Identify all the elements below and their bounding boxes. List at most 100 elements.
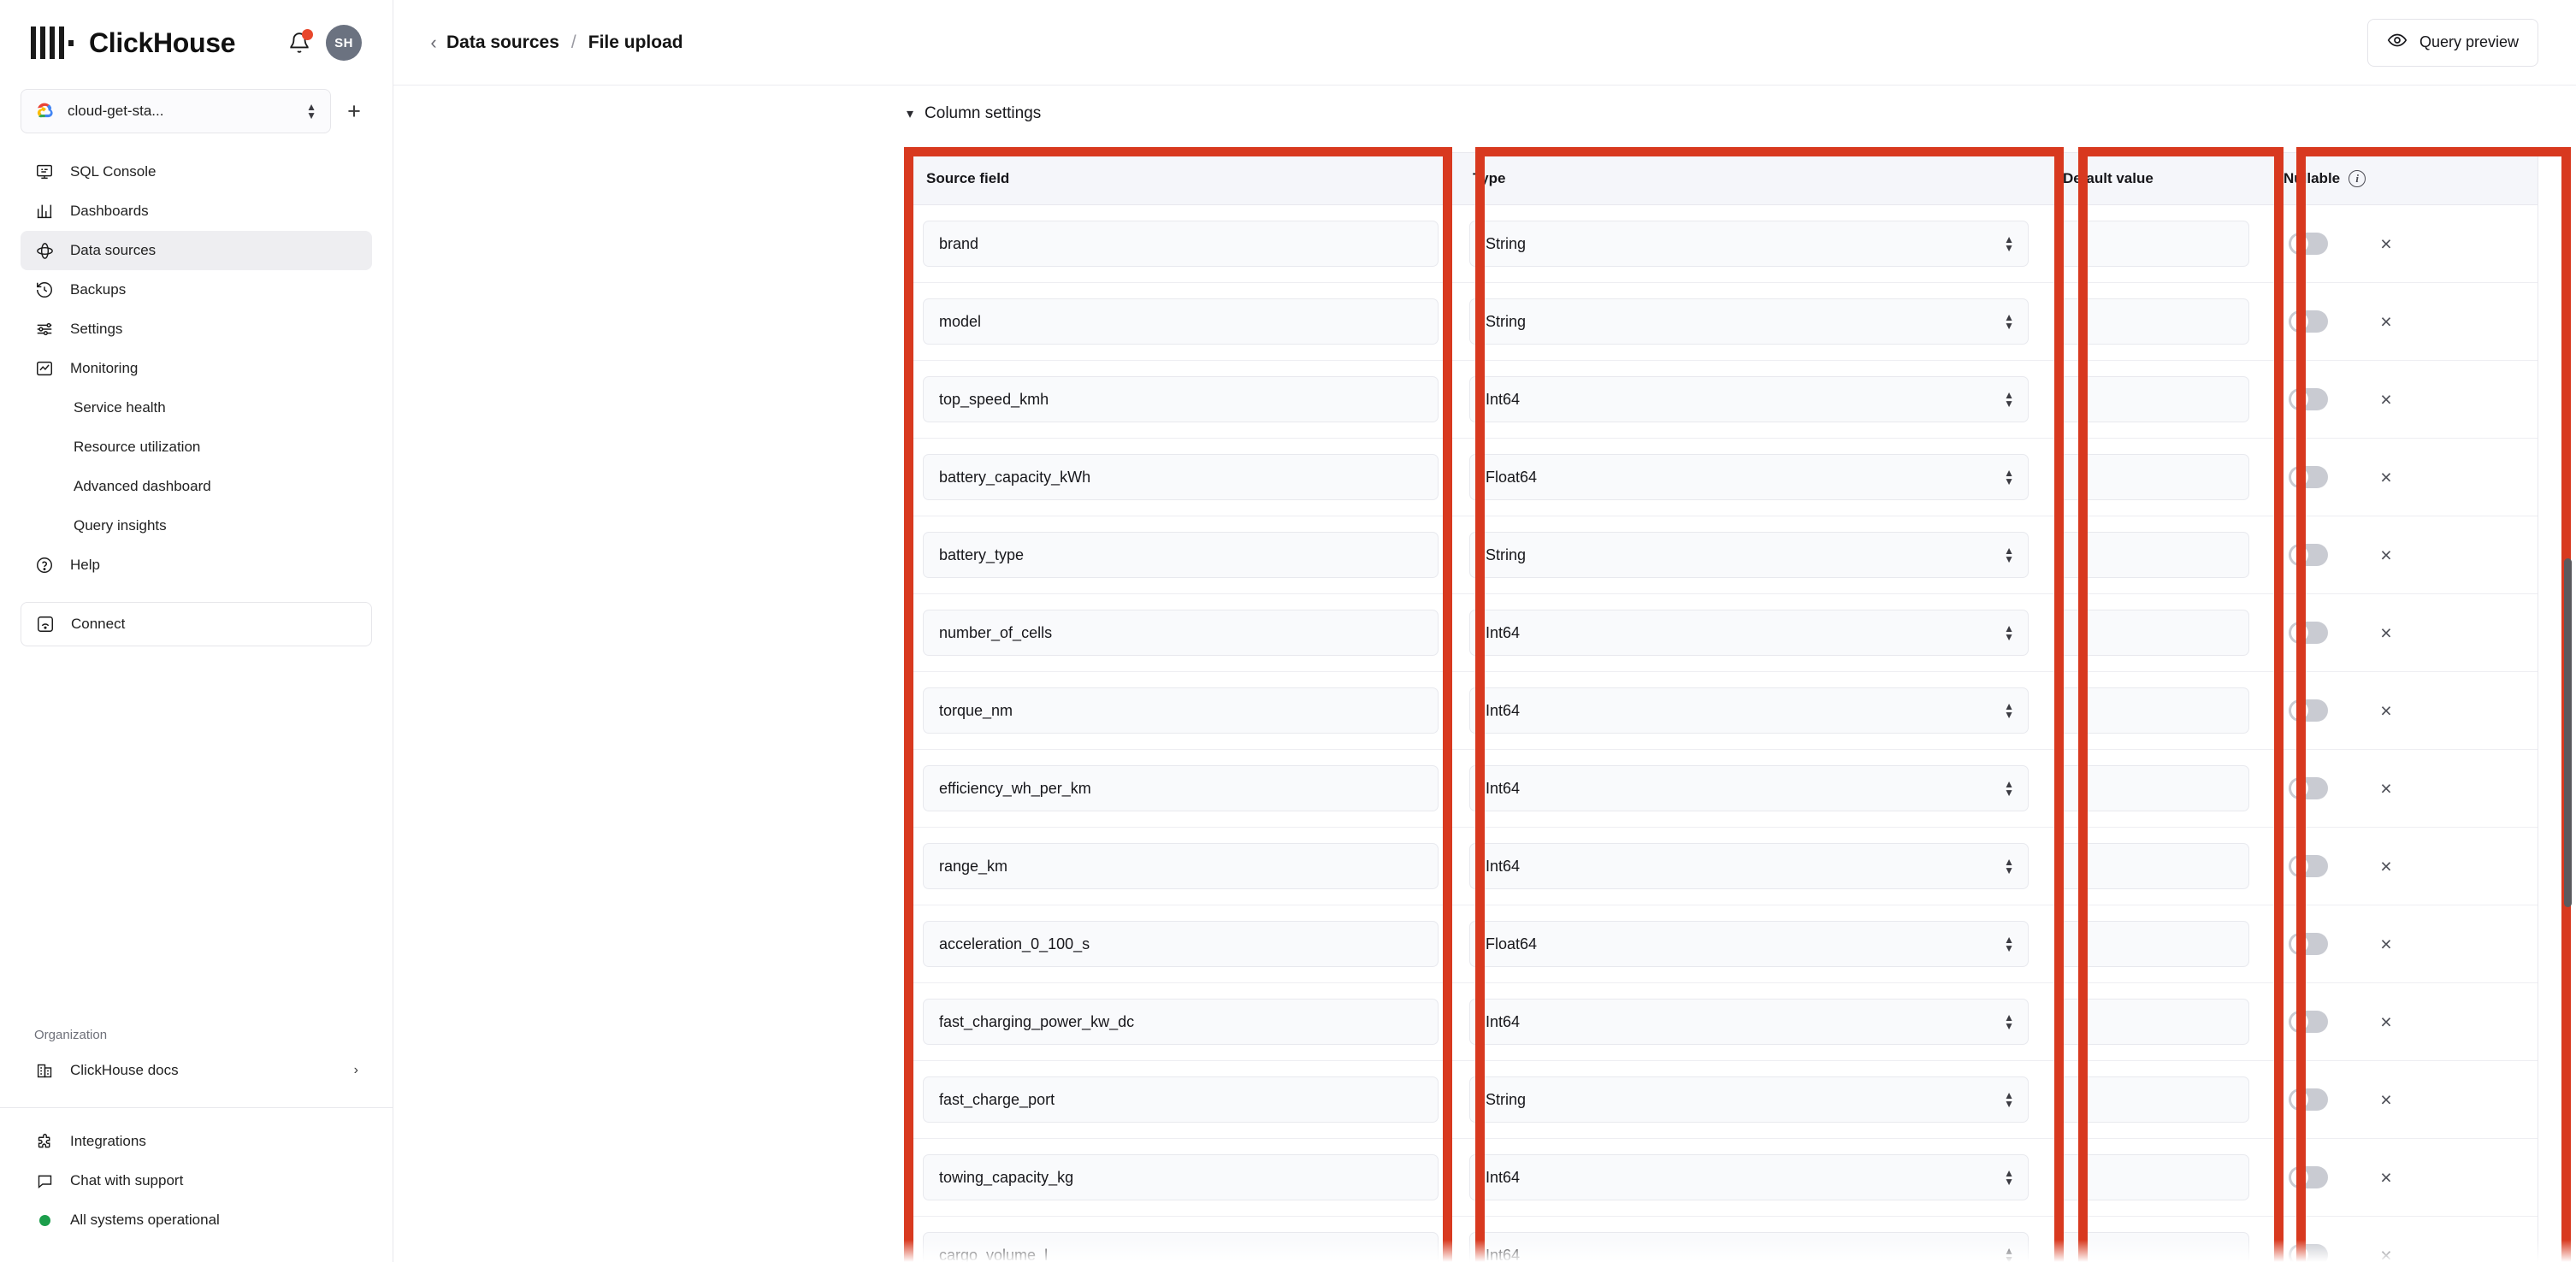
default-value-input[interactable] (2059, 532, 2249, 578)
sidebar-item-dashboards[interactable]: Dashboards (21, 192, 372, 231)
source-field-input[interactable]: acceleration_0_100_s (923, 921, 1439, 967)
delete-row-button[interactable]: × (2380, 776, 2392, 799)
query-preview-button[interactable]: Query preview (2366, 18, 2538, 67)
sidebar-item-monitoring[interactable]: Monitoring (21, 349, 372, 388)
delete-row-button[interactable]: × (2380, 232, 2392, 255)
type-select[interactable]: Int64 ▲▼ (1469, 765, 2029, 811)
type-select[interactable]: Int64 ▲▼ (1469, 999, 2029, 1045)
sidebar-item-advanced-dashboard[interactable]: Advanced dashboard (21, 467, 372, 506)
type-value: String (1486, 312, 1527, 330)
sidebar-item-system-status[interactable]: All systems operational (21, 1200, 372, 1240)
nullable-toggle[interactable] (2289, 777, 2328, 799)
info-icon[interactable]: i (2349, 170, 2366, 187)
sidebar-item-backups[interactable]: Backups (21, 270, 372, 310)
sidebar-item-sql-console[interactable]: SQL Console (21, 152, 372, 192)
sidebar-item-settings[interactable]: Settings (21, 310, 372, 349)
default-value-input[interactable] (2059, 765, 2249, 811)
nullable-toggle[interactable] (2289, 310, 2328, 333)
column-header-nullable: Nullable i (2265, 152, 2538, 205)
source-field-input[interactable]: brand (923, 221, 1439, 267)
back-chevron-icon[interactable]: ‹ (430, 31, 437, 53)
notifications-bell-icon[interactable] (285, 28, 314, 57)
type-select[interactable]: Int64 ▲▼ (1469, 843, 2029, 889)
avatar[interactable]: SH (326, 25, 362, 61)
default-value-input[interactable] (2059, 843, 2249, 889)
connect-button[interactable]: Connect (21, 602, 372, 646)
page-scrollbar[interactable] (2561, 171, 2576, 1262)
type-select[interactable]: Float64 ▲ ▼ (1469, 921, 2029, 967)
type-value: String (1486, 1090, 1527, 1108)
service-row: cloud-get-sta... ▲ ▼ + (0, 89, 393, 133)
type-select[interactable]: String ▲ ▼ (1469, 298, 2029, 345)
source-field-input[interactable]: number_of_cells (923, 610, 1439, 656)
source-field-input[interactable]: battery_capacity_kWh (923, 454, 1439, 500)
column-settings-section-header[interactable]: ▾ Column settings (393, 86, 2576, 123)
default-value-input[interactable] (2059, 1076, 2249, 1123)
sidebar-item-clickhouse-docs[interactable]: ClickHouse docs › (21, 1051, 372, 1090)
sidebar-item-chat-with-support[interactable]: Chat with support (21, 1161, 372, 1200)
source-field-input[interactable]: efficiency_wh_per_km (923, 765, 1439, 811)
delete-row-button[interactable]: × (2380, 310, 2392, 333)
type-select[interactable]: Int64 ▲▼ (1469, 610, 2029, 656)
delete-row-button[interactable]: × (2380, 621, 2392, 644)
type-select[interactable]: Float64 ▲ ▼ (1469, 454, 2029, 500)
source-field-input[interactable]: fast_charging_power_kw_dc (923, 999, 1439, 1045)
default-value-input[interactable] (2059, 376, 2249, 422)
service-picker[interactable]: cloud-get-sta... ▲ ▼ (21, 89, 331, 133)
add-service-button[interactable]: + (347, 97, 361, 124)
source-field-input[interactable]: torque_nm (923, 687, 1439, 734)
delete-row-button[interactable]: × (2380, 387, 2392, 410)
delete-row-button[interactable]: × (2380, 699, 2392, 722)
type-select[interactable]: String ▲ ▼ (1469, 221, 2029, 267)
nullable-toggle[interactable] (2289, 622, 2328, 644)
nullable-toggle[interactable] (2289, 699, 2328, 722)
default-value-input[interactable] (2059, 687, 2249, 734)
source-field-input[interactable]: range_km (923, 843, 1439, 889)
type-select[interactable]: String ▲ ▼ (1469, 1076, 2029, 1123)
nullable-toggle[interactable] (2289, 1166, 2328, 1188)
breadcrumb-item-data-sources[interactable]: Data sources (446, 32, 559, 52)
default-value-input[interactable] (2059, 221, 2249, 267)
default-value-input[interactable] (2059, 1154, 2249, 1200)
nullable-toggle[interactable] (2289, 544, 2328, 566)
nullable-toggle[interactable] (2289, 388, 2328, 410)
cell-default-value (2044, 205, 2265, 283)
delete-row-button[interactable]: × (2380, 1088, 2392, 1111)
sidebar-item-integrations[interactable]: Integrations (21, 1122, 372, 1161)
nullable-toggle[interactable] (2289, 466, 2328, 488)
default-value-input[interactable] (2059, 999, 2249, 1045)
source-field-input[interactable]: battery_type (923, 532, 1439, 578)
delete-row-button[interactable]: × (2380, 1010, 2392, 1033)
sidebar-item-data-sources[interactable]: Data sources (21, 231, 372, 270)
source-field-input[interactable]: towing_capacity_kg (923, 1154, 1439, 1200)
sidebar-item-help[interactable]: Help (21, 545, 372, 585)
default-value-input[interactable] (2059, 298, 2249, 345)
nullable-toggle[interactable] (2289, 1088, 2328, 1111)
sidebar-item-resource-utilization[interactable]: Resource utilization (21, 428, 372, 467)
source-field-input[interactable]: top_speed_kmh (923, 376, 1439, 422)
type-select[interactable]: String ▲ ▼ (1469, 532, 2029, 578)
cell-source-field: brand (907, 204, 1454, 283)
default-value-input[interactable] (2059, 610, 2249, 656)
cell-source-field: fast_charge_port (907, 1060, 1454, 1139)
sidebar-item-query-insights[interactable]: Query insights (21, 506, 372, 545)
sidebar-item-service-health[interactable]: Service health (21, 388, 372, 428)
nullable-toggle[interactable] (2289, 933, 2328, 955)
type-select[interactable]: Int64 ▲▼ (1469, 687, 2029, 734)
delete-row-button[interactable]: × (2380, 1165, 2392, 1188)
source-field-input[interactable]: fast_charge_port (923, 1076, 1439, 1123)
nullable-toggle[interactable] (2289, 233, 2328, 255)
default-value-input[interactable] (2059, 921, 2249, 967)
type-select[interactable]: Int64 ▲▼ (1469, 1154, 2029, 1200)
source-field-input[interactable]: model (923, 298, 1439, 345)
nullable-toggle[interactable] (2289, 1011, 2328, 1033)
delete-row-button[interactable]: × (2380, 932, 2392, 955)
delete-row-button[interactable]: × (2380, 465, 2392, 488)
nullable-toggle[interactable] (2289, 855, 2328, 877)
cell-type: Int64 ▲▼ (1454, 672, 2044, 750)
delete-row-button[interactable]: × (2380, 543, 2392, 566)
scrollbar-thumb[interactable] (2564, 558, 2572, 907)
type-select[interactable]: Int64 ▲▼ (1469, 376, 2029, 422)
default-value-input[interactable] (2059, 454, 2249, 500)
delete-row-button[interactable]: × (2380, 854, 2392, 877)
